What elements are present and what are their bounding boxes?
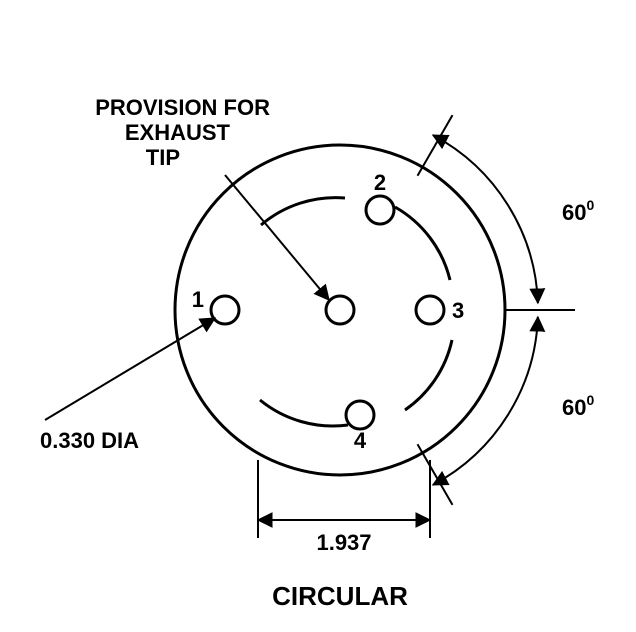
provision-line2: EXHAUST xyxy=(125,120,231,145)
dim-width-label: 1.937 xyxy=(316,530,371,555)
provision-leader xyxy=(225,175,329,300)
provision-line3: TIP xyxy=(146,145,180,170)
pin-3 xyxy=(416,296,444,324)
title: CIRCULAR xyxy=(272,581,408,611)
slot-arc-3 xyxy=(405,340,452,410)
angle-tick-bot xyxy=(418,444,453,505)
dia-leader xyxy=(45,318,215,420)
angle-tick-top xyxy=(418,115,453,176)
dia-label: 0.330 DIA xyxy=(40,428,139,453)
slot-arc-4 xyxy=(260,400,348,426)
angle-label-top: 600 xyxy=(562,197,594,225)
center-pin xyxy=(326,296,354,324)
pin-label-3: 3 xyxy=(452,298,464,323)
pin-label-1: 1 xyxy=(192,287,204,312)
provision-line1: PROVISION FOR xyxy=(95,95,270,120)
slot-arc-2 xyxy=(395,207,450,280)
pin-2 xyxy=(366,196,394,224)
slot-arc-1 xyxy=(261,198,345,225)
pin-label-4: 4 xyxy=(354,428,367,453)
pin-label-2: 2 xyxy=(374,170,386,195)
angle-label-bot: 600 xyxy=(562,392,594,420)
angle-arc-bot xyxy=(433,317,538,485)
pin-4 xyxy=(346,401,374,429)
pin-1 xyxy=(211,296,239,324)
